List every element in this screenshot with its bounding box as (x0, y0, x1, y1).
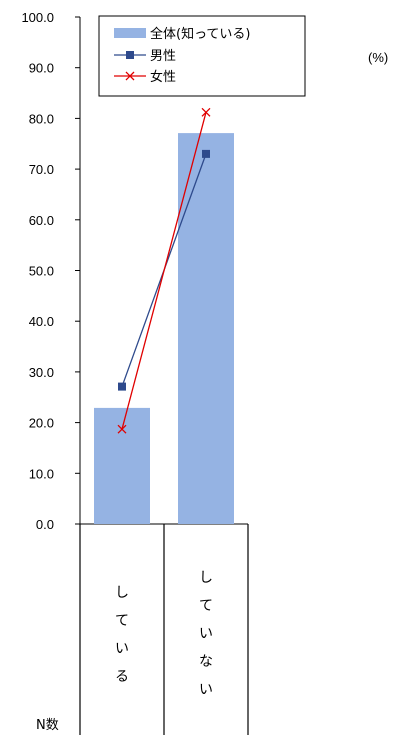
y-tick-label: 80.0 (29, 111, 54, 126)
series-lines (117, 107, 211, 434)
bar-1 (94, 407, 150, 524)
y-tick-label: 20.0 (29, 416, 54, 431)
y-tick-label: 50.0 (29, 264, 54, 279)
legend-label-3: 女性 (150, 69, 176, 85)
bar-2 (178, 133, 234, 524)
y-tick-label: 100.0 (21, 10, 54, 25)
marker-x-1 (117, 424, 127, 434)
y-tick-label: 60.0 (29, 213, 54, 228)
legend-swatch-bar (114, 28, 146, 38)
legend-label-1: 全体(知っている) (150, 26, 251, 42)
y-tick-labels: 0.0 10.0 20.0 30.0 40.0 50.0 60.0 70.0 80.0 90.0 1… (21, 10, 54, 532)
n-count-label: N数 (36, 718, 59, 733)
legend-marker-x (125, 71, 135, 81)
marker-square-2 (202, 149, 210, 158)
category-label-2: していない (199, 570, 213, 698)
legend-marker-square (126, 51, 134, 59)
legend-label-2: 男性 (150, 49, 176, 64)
marker-square-1 (118, 382, 126, 391)
y-tick-label: 70.0 (29, 162, 54, 177)
line-series-2 (121, 112, 207, 430)
category-labels: している していない (115, 570, 213, 698)
category-label-1: している (115, 585, 129, 685)
unit-label: (%) (368, 50, 388, 65)
marker-x-2 (201, 107, 211, 117)
y-tick-label: 90.0 (29, 61, 54, 76)
bars (94, 133, 234, 524)
y-tick-label: 40.0 (29, 314, 54, 329)
y-tick-label: 0.0 (36, 517, 54, 532)
y-tick-label: 30.0 (29, 365, 54, 380)
y-tick-label: 10.0 (29, 466, 54, 481)
